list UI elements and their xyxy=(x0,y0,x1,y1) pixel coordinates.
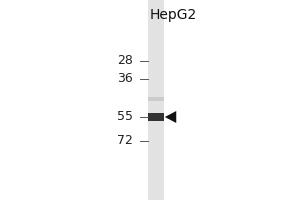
Text: 55: 55 xyxy=(117,110,133,123)
Text: 72: 72 xyxy=(117,134,133,148)
Polygon shape xyxy=(165,111,176,123)
Text: 36: 36 xyxy=(117,72,133,86)
Bar xyxy=(152,0,160,200)
Text: 28: 28 xyxy=(117,54,133,68)
Bar xyxy=(148,113,164,121)
Text: HepG2: HepG2 xyxy=(149,8,196,22)
Bar xyxy=(148,97,164,101)
Bar xyxy=(148,0,164,200)
